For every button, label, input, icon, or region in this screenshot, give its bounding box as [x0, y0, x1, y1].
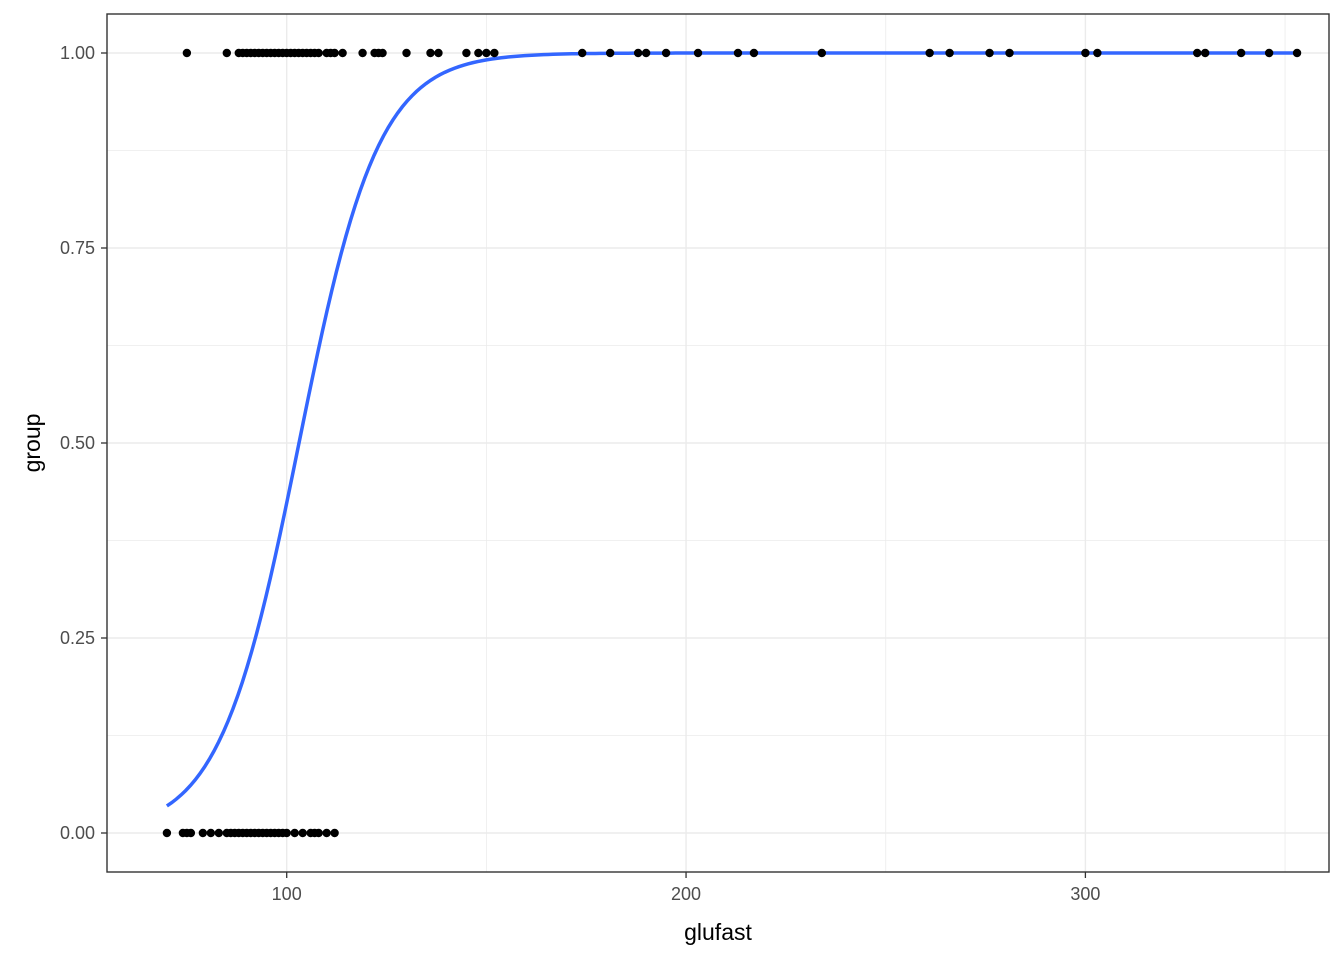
data-point-group-0: [290, 828, 299, 838]
data-point-group-1: [490, 48, 499, 58]
data-point-group-1: [222, 48, 232, 58]
data-point-group-1: [985, 48, 994, 58]
data-point-group-1: [474, 48, 483, 58]
data-point-group-0: [298, 828, 307, 838]
y-axis-ticks: 0.00 0.25 0.50 0.75 1.00: [60, 43, 107, 843]
data-point-group-0: [186, 828, 196, 838]
data-point-group-1: [358, 48, 367, 58]
data-point-group-0: [330, 828, 339, 838]
data-point-group-1: [945, 48, 954, 58]
data-point-group-0: [214, 828, 224, 838]
data-point-group-0: [206, 828, 216, 838]
data-point-group-1: [1201, 48, 1210, 58]
data-point-group-1: [641, 48, 651, 58]
data-point-group-1: [733, 48, 743, 58]
data-point-group-1: [378, 48, 387, 58]
data-point-group-1: [1292, 48, 1302, 58]
y-axis-title: group: [19, 414, 45, 473]
data-point-group-1: [1236, 48, 1246, 58]
data-point-group-0: [162, 828, 172, 838]
data-point-group-0: [322, 828, 331, 838]
fitted-logistic-curve: [165, 51, 1298, 808]
data-point-group-1: [1093, 48, 1102, 58]
y-tick-label: 0.25: [60, 628, 95, 648]
data-point-group-1: [817, 48, 827, 58]
x-tick-label: 300: [1070, 884, 1100, 904]
minor-gridlines: [107, 14, 1329, 872]
data-point-group-0: [282, 828, 291, 838]
data-point-group-1: [338, 48, 347, 58]
data-point-group-1: [1081, 48, 1090, 58]
data-point-group-1: [578, 48, 587, 58]
data-point-group-0: [314, 828, 323, 838]
y-tick-label: 0.00: [60, 823, 95, 843]
data-point-group-1: [1005, 48, 1014, 58]
data-point-group-1: [1264, 48, 1274, 58]
data-point-group-1: [330, 48, 339, 58]
y-tick-label: 0.75: [60, 238, 95, 258]
data-point-group-1: [633, 48, 643, 58]
data-point-group-1: [402, 48, 411, 58]
data-point-group-0: [198, 828, 208, 838]
data-point-group-1: [482, 48, 491, 58]
x-tick-label: 100: [272, 884, 302, 904]
data-point-group-1: [462, 48, 471, 58]
data-point-group-1: [426, 48, 435, 58]
data-point-group-1: [434, 48, 443, 58]
x-tick-label: 200: [671, 884, 701, 904]
data-point-group-1: [1193, 48, 1202, 58]
data-point-group-1: [661, 48, 671, 58]
data-point-group-1: [749, 48, 759, 58]
y-tick-label: 0.50: [60, 433, 95, 453]
data-point-group-1: [605, 48, 615, 58]
data-point-group-1: [925, 48, 934, 58]
data-point-group-1: [314, 48, 323, 58]
data-points: [162, 48, 1302, 838]
x-axis-title: glufast: [684, 919, 752, 945]
data-point-group-1: [182, 48, 192, 58]
data-point-group-1: [693, 48, 703, 58]
y-tick-label: 1.00: [60, 43, 95, 63]
x-axis-ticks: 100 200 300: [272, 872, 1100, 904]
